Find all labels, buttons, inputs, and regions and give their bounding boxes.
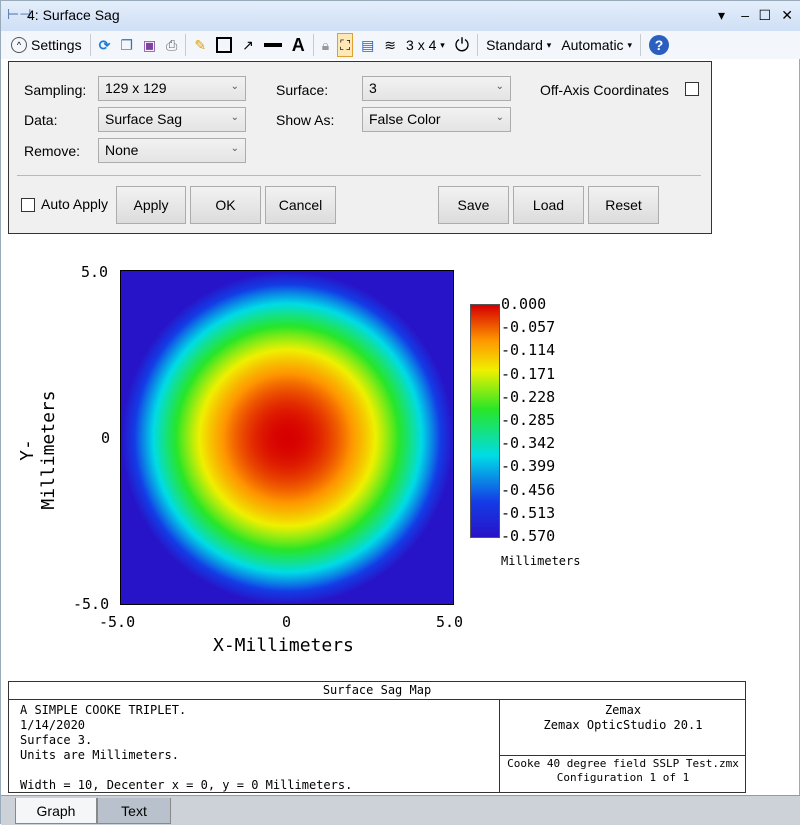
showas-label: Show As: [276,112,335,128]
separator [89,34,91,56]
refresh-icon[interactable]: ⟳ [98,36,111,53]
colorbar-tick: -0.570 [501,527,556,545]
chevron-down-icon: ⌄ [230,112,239,123]
info-lines: A SIMPLE COOKE TRIPLET. 1/14/2020 Surfac… [20,703,353,792]
divider [499,755,746,756]
save-button[interactable]: Save [438,186,509,224]
data-label: Data: [24,112,58,128]
colorbar-tick: -0.285 [501,411,556,429]
line-icon[interactable] [262,33,284,57]
x-tick: 5.0 [436,613,464,631]
pencil-icon[interactable]: ✎ [194,36,207,53]
sampling-label: Sampling: [24,82,87,98]
minimize-button[interactable]: – [741,7,749,23]
window-icon: ⊢⊣ [7,6,32,22]
tab-text[interactable]: Text [97,798,171,824]
text-icon[interactable]: A [291,34,305,55]
colorbar-unit: Millimeters [501,554,581,568]
standard-dropdown[interactable]: Standard ▾ [486,37,552,53]
sampling-dropdown[interactable]: 129 x 129 ⌄ [98,76,246,101]
y-axis-label: Y-Millimeters [17,390,59,510]
print-icon[interactable]: ⎙ [166,36,178,53]
remove-dropdown[interactable]: None ⌄ [98,138,246,163]
colorbar-tick: 0.000 [501,295,547,313]
x-tick: -5.0 [99,613,136,631]
separator [477,34,479,56]
autoapply-label: Auto Apply [41,196,108,212]
divider [17,175,701,176]
settings-button[interactable]: ^ Settings [9,33,84,57]
separator [639,34,641,56]
maximize-button[interactable]: ☐ [758,7,771,23]
surface-dropdown[interactable]: 3 ⌄ [362,76,511,101]
data-dropdown[interactable]: Surface Sag ⌄ [98,107,246,132]
offaxis-checkbox[interactable] [685,82,699,96]
colorbar-tick: -0.399 [501,457,556,476]
dropdown-icon[interactable]: ▾ [717,7,725,23]
layers-icon[interactable]: ≋ [384,36,397,53]
window-title: 4: Surface Sag [27,7,120,23]
arrow-icon[interactable]: ↗ [242,36,254,53]
colorbar-tick: -0.342 [501,434,556,453]
plot-frame [120,270,454,605]
y-tick: 0 [101,429,111,447]
close-button[interactable]: ✕ [781,7,793,23]
chevron-up-icon: ^ [11,37,27,53]
sag-heatmap [121,271,453,604]
copy-icon[interactable]: ❐ [120,36,133,53]
showas-dropdown[interactable]: False Color ⌄ [362,107,511,132]
load-button[interactable]: Load [513,186,584,224]
info-box: Surface Sag Map A SIMPLE COOKE TRIPLET. … [8,681,746,793]
colorbar-tick: -0.114 [501,341,556,360]
x-axis-label: X-Millimeters [213,635,354,656]
reset-button[interactable]: Reset [588,186,659,224]
chevron-down-icon: ⌄ [495,112,504,123]
autoapply-checkbox[interactable] [21,198,35,212]
lock-icon[interactable]: 🔒︎ [321,36,330,53]
power-icon[interactable]: ⏻ [454,34,470,55]
ok-button[interactable]: OK [190,186,261,224]
title-bar: ⊢⊣ 4: Surface Sag ▾ – ☐ ✕ [1,1,800,31]
layout-dropdown[interactable]: 3 x 4 ▾ [406,37,445,53]
x-tick: 0 [282,613,292,631]
divider [499,700,500,793]
apply-button[interactable]: Apply [116,186,186,224]
help-icon[interactable]: ? [647,33,671,57]
surface-label: Surface: [276,82,329,98]
chevron-down-icon: ⌄ [495,81,504,92]
rectangle-icon[interactable] [214,33,234,57]
info-title: Surface Sag Map [9,682,745,700]
cancel-button[interactable]: Cancel [265,186,336,224]
window-icon[interactable]: ▤ [361,36,375,53]
toolbar: ^ Settings ⟳ ❐ ▣ ⎙ ✎ ↗ A 🔒︎ ⛶ ▤ ≋ 3 x 4 ▾… [1,31,800,59]
remove-label: Remove: [24,143,81,159]
colorbar-tick: -0.513 [501,503,556,522]
info-file: Cooke 40 degree field SSLP Test.zmx Conf… [507,757,739,784]
colorbar-tick: -0.171 [501,364,556,383]
separator [312,34,314,56]
y-tick: 5.0 [81,263,109,281]
offaxis-label: Off-Axis Coordinates [540,82,669,98]
y-tick: -5.0 [73,595,110,613]
colorbar-tick: -0.228 [501,387,556,406]
colorbar-tick: -0.057 [501,318,556,337]
info-product: Zemax Zemax OpticStudio 20.1 [543,703,703,732]
automatic-dropdown[interactable]: Automatic ▾ [561,37,632,53]
settings-panel: Sampling: 129 x 129 ⌄ Data: Surface Sag ⌄ … [8,61,712,234]
fit-icon[interactable]: ⛶ [337,33,354,57]
colorbar [470,304,500,538]
chevron-down-icon: ⌄ [230,81,239,92]
tab-bar: Graph Text [1,795,800,825]
save-icon[interactable]: ▣ [142,36,157,53]
tab-graph[interactable]: Graph [15,798,97,824]
colorbar-tick: -0.456 [501,480,556,499]
separator [185,34,187,56]
chevron-down-icon: ⌄ [230,143,239,154]
